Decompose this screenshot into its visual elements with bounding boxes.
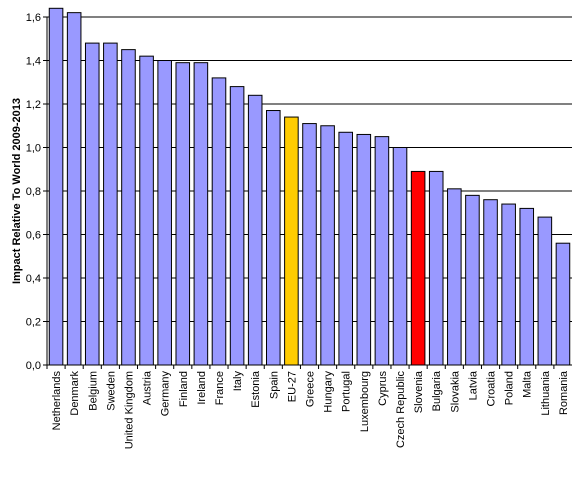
x-tick-label: Austria (142, 370, 154, 405)
y-tick-label: 1,2 (26, 99, 41, 111)
y-tick-label: 0,8 (26, 186, 41, 198)
x-tick-label: Finland (178, 371, 190, 407)
x-tick-label: Latvia (467, 370, 479, 400)
x-tick-label: Bulgaria (431, 370, 443, 411)
x-tick-label: Malta (522, 370, 534, 398)
x-tick-label: Netherlands (51, 371, 63, 431)
x-tick-label: Spain (268, 371, 280, 399)
y-tick-label: 1,6 (26, 12, 41, 24)
y-tick-label: 1,0 (26, 143, 41, 155)
bar-belgium (84, 42, 100, 366)
x-tick-label: Poland (504, 371, 516, 405)
bar-hungary (320, 125, 335, 366)
bar-croatia (483, 199, 498, 366)
bar-cyprus (374, 136, 390, 366)
x-tick-label: Italy (232, 371, 244, 392)
bar-austria (139, 55, 154, 366)
x-tick-label: Czech Republic (395, 371, 407, 449)
x-tick-label: Germany (160, 371, 172, 417)
bar-czech-republic (392, 147, 408, 366)
bar-portugal (338, 131, 353, 366)
bar-greece (302, 123, 317, 366)
bar-poland (501, 203, 516, 366)
bar-luxembourg (356, 133, 372, 366)
y-tick-label: 0,2 (26, 317, 41, 329)
bar-spain (266, 110, 281, 366)
x-tick-label: Slovakia (449, 370, 461, 412)
x-tick-label: Sweden (105, 371, 117, 411)
bar-slovenia (410, 170, 426, 366)
x-tick-label: Hungary (323, 371, 335, 413)
bar-united-kingdom (121, 49, 136, 366)
x-tick-label: France (214, 371, 226, 405)
bar-estonia (247, 94, 263, 366)
bar-malta (519, 207, 535, 366)
bar-france (211, 77, 227, 366)
bars (48, 7, 571, 366)
x-tick-label: Cyprus (377, 371, 389, 406)
bar-denmark (66, 12, 82, 366)
x-tick-label: Luxembourg (359, 371, 371, 432)
bar-latvia (465, 194, 480, 366)
x-tick-label: Denmark (69, 371, 81, 416)
bar-bulgaria (428, 170, 444, 366)
x-tick-label: Portugal (341, 371, 353, 412)
x-tick-labels: Netherlands Denmark Belgium Sweden United Ki… (46, 365, 570, 449)
x-tick-label: Ireland (196, 371, 208, 405)
y-tick-label: 0,6 (26, 230, 41, 242)
x-tick-label: United Kingdom (123, 371, 135, 449)
x-tick-label: Greece (305, 371, 317, 407)
x-tick-label: Lithuania (540, 370, 552, 416)
bar-romania (555, 242, 571, 366)
bar-eu-27 (284, 116, 299, 366)
x-tick-label: Belgium (87, 371, 99, 411)
bar-slovakia (447, 188, 462, 366)
bar-ireland (193, 62, 209, 366)
x-tick-label: Estonia (250, 370, 262, 408)
bar-lithuania (537, 216, 553, 366)
y-axis-title: Impact Relative To World 2009-2013 (11, 98, 23, 284)
y-tick-labels: 0,0 0,2 0,4 0,6 0,8 1,0 1,2 1,4 1,6 (26, 12, 47, 372)
y-tick-label: 0,4 (26, 273, 41, 285)
y-tick-label: 0,0 (26, 360, 41, 372)
bar-germany (157, 60, 172, 366)
x-tick-label: EU-27 (286, 371, 298, 402)
x-tick-label: Croatia (486, 370, 498, 406)
bar-sweden (103, 42, 118, 366)
bar-netherlands (48, 7, 64, 366)
y-tick-label: 1,4 (26, 56, 41, 68)
bar-italy (229, 86, 245, 366)
x-tick-label: Slovenia (413, 370, 425, 413)
x-tick-label: Romania (558, 370, 570, 415)
bar-finland (175, 62, 191, 366)
